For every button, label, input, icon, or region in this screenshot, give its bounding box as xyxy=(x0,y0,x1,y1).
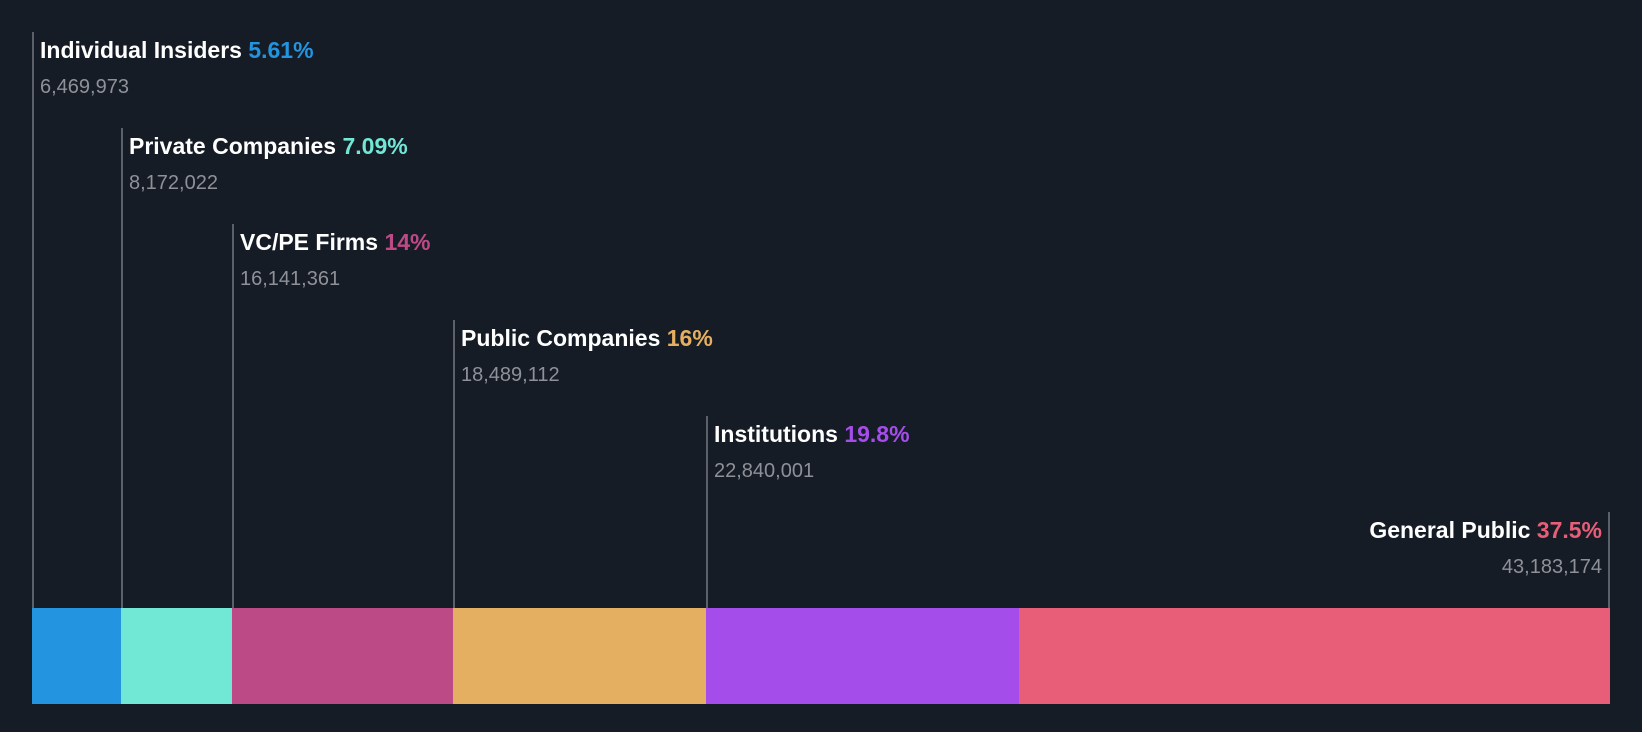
label-general-public: General Public 37.5% 43,183,174 xyxy=(1369,516,1602,580)
label-institutions: Institutions 19.8% 22,840,001 xyxy=(714,420,910,484)
category-name: Private Companies xyxy=(129,133,337,159)
share-count: 18,489,112 xyxy=(461,364,560,386)
percentage-value: 19.8% xyxy=(844,421,910,447)
segment-institutions[interactable] xyxy=(706,608,1019,704)
category-name: General Public xyxy=(1369,517,1531,543)
leader-line-vcpe-firms xyxy=(232,224,234,608)
segment-vcpe-firms[interactable] xyxy=(232,608,453,704)
segment-public-companies[interactable] xyxy=(453,608,706,704)
share-count: 8,172,022 xyxy=(129,172,218,194)
percentage-value: 5.61% xyxy=(248,37,314,63)
segment-private-companies[interactable] xyxy=(121,608,232,704)
percentage-value: 14% xyxy=(384,229,431,255)
segment-general-public[interactable] xyxy=(1019,608,1610,704)
label-public-companies: Public Companies 16% 18,489,112 xyxy=(461,324,713,388)
category-name: Individual Insiders xyxy=(40,37,242,63)
percentage-value: 37.5% xyxy=(1536,517,1602,543)
leader-line-general-public xyxy=(1608,512,1610,608)
share-count: 16,141,361 xyxy=(240,268,341,290)
share-count: 6,469,973 xyxy=(40,76,129,98)
category-name: Institutions xyxy=(714,421,838,447)
category-name: VC/PE Firms xyxy=(240,229,379,255)
label-individual-insiders: Individual Insiders 5.61% 6,469,973 xyxy=(40,36,314,100)
share-count: 43,183,174 xyxy=(1501,556,1602,578)
leader-line-institutions xyxy=(706,416,708,608)
category-name: Public Companies xyxy=(461,325,661,351)
leader-line-individual-insiders xyxy=(32,32,34,608)
leader-line-public-companies xyxy=(453,320,455,608)
label-private-companies: Private Companies 7.09% 8,172,022 xyxy=(129,132,408,196)
label-vcpe-firms: VC/PE Firms 14% 16,141,361 xyxy=(240,228,430,292)
share-count: 22,840,001 xyxy=(714,460,815,482)
leader-line-private-companies xyxy=(121,128,123,608)
percentage-value: 16% xyxy=(666,325,713,351)
segment-individual-insiders[interactable] xyxy=(32,608,121,704)
percentage-value: 7.09% xyxy=(342,133,408,159)
